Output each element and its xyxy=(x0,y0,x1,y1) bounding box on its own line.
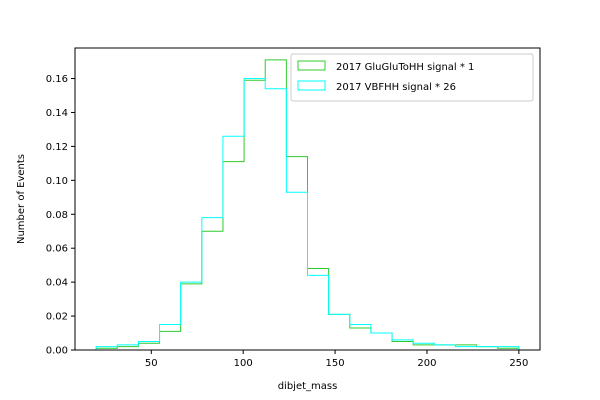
legend-swatch-glugluhh xyxy=(297,60,326,71)
legend-swatch-vbfhh xyxy=(297,80,326,91)
series-line-1 xyxy=(95,78,520,350)
y-tick-label: 0.00 xyxy=(46,346,68,357)
plot-frame xyxy=(74,47,541,351)
y-tick-label: 0.10 xyxy=(46,176,68,187)
x-tick-label: 250 xyxy=(509,358,528,369)
series-layer xyxy=(95,59,520,350)
x-axis: 50 100 150 200 250 xyxy=(145,350,528,369)
legend-label-glugluhh: 2017 GluGluToHH signal * 1 xyxy=(336,62,474,73)
y-axis-label: Number of Events xyxy=(16,154,27,244)
x-tick-label: 50 xyxy=(145,358,158,369)
legend-box xyxy=(290,53,534,102)
y-tick-label: 0.02 xyxy=(46,312,68,323)
y-tick-label: 0.14 xyxy=(46,108,68,119)
y-tick-label: 0.06 xyxy=(46,244,68,255)
legend: 2017 GluGluToHH signal * 1 2017 VBFHH si… xyxy=(290,53,534,102)
x-axis-label: dibjet_mass xyxy=(278,381,338,392)
y-tick-label: 0.04 xyxy=(46,278,68,289)
x-tick-label: 150 xyxy=(326,358,345,369)
y-axis: 0.00 0.02 0.04 0.06 0.08 0.10 0.12 0.14 0.16 xyxy=(46,74,75,357)
legend-label-vbfhh: 2017 VBFHH signal * 26 xyxy=(336,82,456,93)
y-tick-label: 0.16 xyxy=(46,74,68,85)
y-tick-label: 0.08 xyxy=(46,210,68,221)
x-tick-label: 100 xyxy=(234,358,253,369)
y-tick-label: 0.12 xyxy=(46,142,68,153)
x-tick-label: 200 xyxy=(417,358,436,369)
